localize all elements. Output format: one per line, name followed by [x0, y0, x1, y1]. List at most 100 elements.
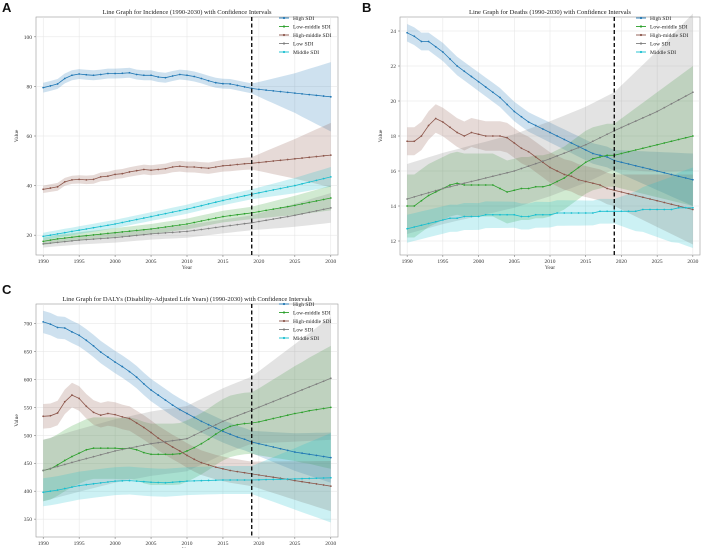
data-point: [229, 469, 232, 472]
y-tick-label: 500: [24, 433, 33, 439]
data-point: [142, 217, 145, 219]
data-point: [584, 143, 587, 146]
data-point: [214, 423, 217, 426]
data-point: [207, 218, 210, 221]
data-point: [78, 73, 81, 75]
data-point: [150, 389, 152, 391]
data-point: [157, 441, 160, 444]
data-point: [456, 65, 459, 67]
data-point: [272, 446, 275, 448]
data-point: [85, 238, 88, 241]
data-point: [42, 469, 45, 472]
x-tick-label: 2005: [509, 259, 520, 265]
data-point: [322, 380, 325, 383]
data-point: [663, 201, 666, 204]
data-point: [135, 445, 138, 448]
series-high-sdi: [406, 31, 694, 181]
data-point: [265, 219, 267, 222]
data-point: [286, 394, 289, 397]
data-point: [272, 89, 275, 92]
data-point: [441, 121, 444, 123]
data-point: [627, 163, 630, 165]
y-tick-label: 22: [391, 64, 397, 70]
y-tick-label: 16: [391, 169, 397, 175]
data-point: [513, 170, 516, 172]
data-point: [620, 126, 623, 129]
data-point: [649, 113, 651, 116]
data-point: [549, 184, 551, 186]
data-point: [71, 455, 73, 458]
data-point: [99, 237, 102, 240]
data-point: [142, 480, 145, 483]
data-point: [49, 234, 52, 237]
data-point: [121, 172, 124, 175]
y-tick-label: 12: [391, 239, 397, 245]
data-point: [200, 420, 203, 423]
data-point: [449, 217, 451, 220]
data-point: [293, 204, 296, 207]
data-point: [243, 222, 246, 225]
data-point: [107, 451, 109, 454]
series-middle-sdi: [42, 476, 332, 494]
legend-marker: [282, 42, 286, 45]
data-point: [258, 191, 260, 194]
data-point: [92, 482, 95, 485]
x-tick-label: 2030: [325, 259, 336, 265]
data-point: [200, 228, 203, 231]
data-point: [71, 230, 73, 233]
panel-letter: A: [2, 0, 12, 15]
data-point: [78, 484, 81, 487]
data-point: [499, 187, 501, 190]
data-point: [308, 386, 311, 388]
data-point: [308, 201, 311, 204]
data-point: [406, 205, 409, 207]
data-point: [114, 72, 116, 75]
data-point: [556, 135, 559, 137]
data-point: [670, 203, 673, 206]
data-point: [135, 218, 138, 221]
data-point: [563, 177, 566, 179]
y-tick-label: 450: [24, 461, 33, 467]
series-middle-sdi: [406, 206, 694, 230]
data-point: [222, 479, 224, 481]
data-point: [301, 92, 303, 95]
data-point: [556, 212, 559, 214]
data-point: [193, 206, 196, 209]
data-point: [49, 467, 52, 470]
data-point: [164, 212, 167, 215]
data-point: [670, 140, 673, 143]
data-point: [99, 225, 102, 228]
data-point: [684, 177, 687, 179]
data-point: [477, 215, 480, 218]
data-point: [322, 484, 325, 486]
data-point: [293, 391, 296, 394]
x-tick-label: 2025: [652, 259, 663, 265]
data-point: [308, 93, 311, 96]
x-tick-label: 1990: [38, 259, 49, 265]
data-point: [584, 161, 587, 164]
data-point: [243, 194, 246, 197]
data-point: [243, 422, 246, 425]
data-point: [329, 206, 332, 209]
data-point: [200, 461, 203, 464]
data-point: [599, 184, 601, 186]
data-point: [279, 478, 282, 481]
data-point: [315, 209, 318, 212]
data-point: [229, 224, 232, 227]
data-point: [691, 206, 694, 209]
data-point: [49, 323, 52, 326]
data-point: [456, 217, 459, 220]
data-point: [71, 178, 73, 181]
data-point: [315, 179, 318, 182]
data-point: [178, 452, 181, 455]
data-point: [286, 414, 289, 417]
legend-label: Low SDI: [293, 42, 313, 48]
data-point: [677, 175, 680, 178]
data-point: [135, 169, 138, 172]
legend-label: Middle SDI: [293, 50, 319, 56]
data-point: [329, 456, 332, 459]
data-point: [301, 411, 303, 414]
data-point: [649, 208, 651, 211]
data-point: [272, 476, 275, 479]
data-point: [236, 414, 239, 417]
